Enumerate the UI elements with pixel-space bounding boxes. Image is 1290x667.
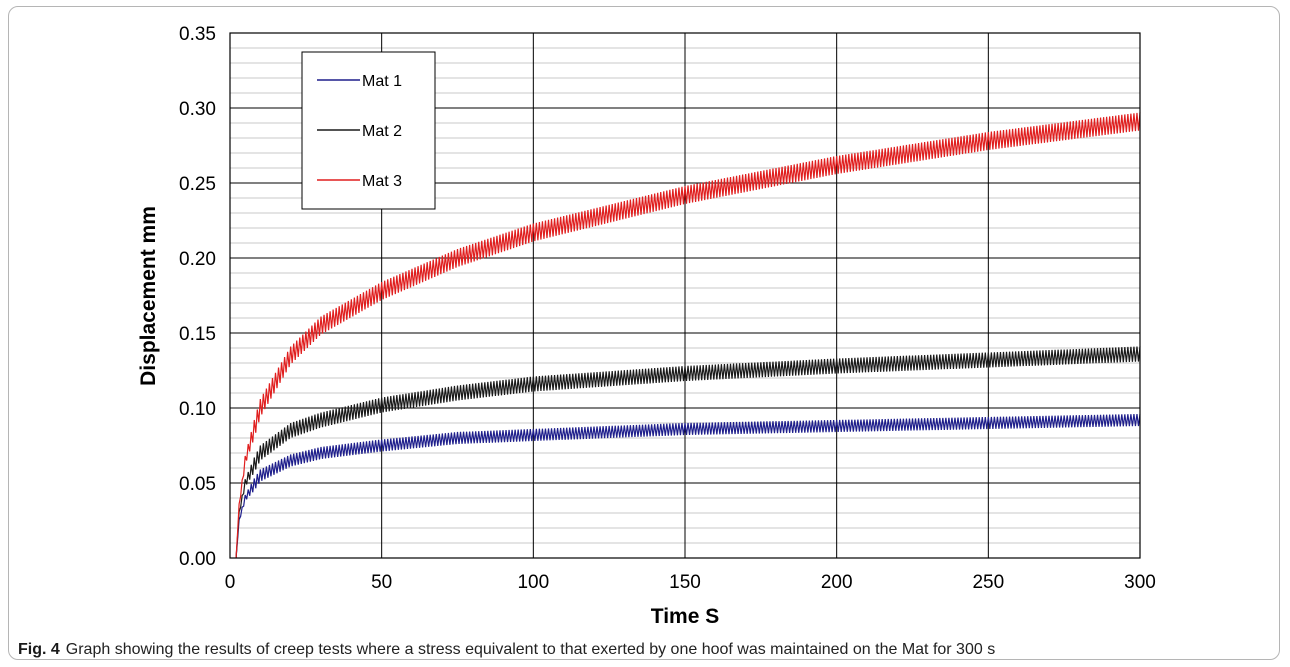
y-tick-label: 0.20 (179, 249, 216, 270)
caption-text: Graph showing the results of creep tests… (65, 641, 996, 658)
y-tick-label: 0.00 (179, 549, 216, 570)
series-line-mat-2 (235, 346, 1141, 559)
x-tick-labels: 0 50 100 150 200 250 300 (225, 572, 1156, 593)
x-axis-title: Time S (651, 605, 719, 628)
legend-label-mat-2: Mat 2 (362, 123, 402, 140)
y-tick-label: 0.15 (179, 324, 216, 345)
series-line-mat-3 (235, 112, 1141, 559)
plot-border (229, 32, 1141, 559)
x-tick-label: 50 (371, 572, 392, 593)
figure-frame (8, 6, 1280, 660)
legend-label-mat-3: Mat 3 (362, 173, 402, 190)
y-tick-label: 0.25 (179, 174, 216, 195)
y-tick-label: 0.35 (179, 24, 216, 45)
y-axis-title: Displacement mm (137, 206, 160, 386)
x-tick-label: 0 (225, 572, 236, 593)
y-tick-label: 0.05 (179, 474, 216, 495)
creep-chart: 0 50 100 150 200 250 300 0.000.050.100.150.200… (137, 24, 1156, 628)
x-tick-label: 200 (821, 572, 853, 593)
x-tick-label: 100 (517, 572, 549, 593)
series-line-mat-1 (235, 413, 1141, 559)
legend: Mat 1 Mat 2 Mat 3 (301, 51, 436, 210)
figure-caption: Fig. 4 Graph showing the results of creep… (18, 641, 995, 659)
series-layer (235, 112, 1141, 559)
x-tick-label: 150 (669, 572, 701, 593)
y-tick-label: 0.10 (179, 399, 216, 420)
x-tick-label: 250 (972, 572, 1004, 593)
y-tick-label: 0.30 (179, 99, 216, 120)
legend-label-mat-1: Mat 1 (362, 73, 402, 90)
figure-label: Fig. 4 (18, 641, 60, 658)
y-tick-labels: 0.00 0.05 0.10 0.15 0.20 0.25 0.30 0.35 (179, 24, 216, 570)
x-tick-label: 300 (1124, 572, 1156, 593)
